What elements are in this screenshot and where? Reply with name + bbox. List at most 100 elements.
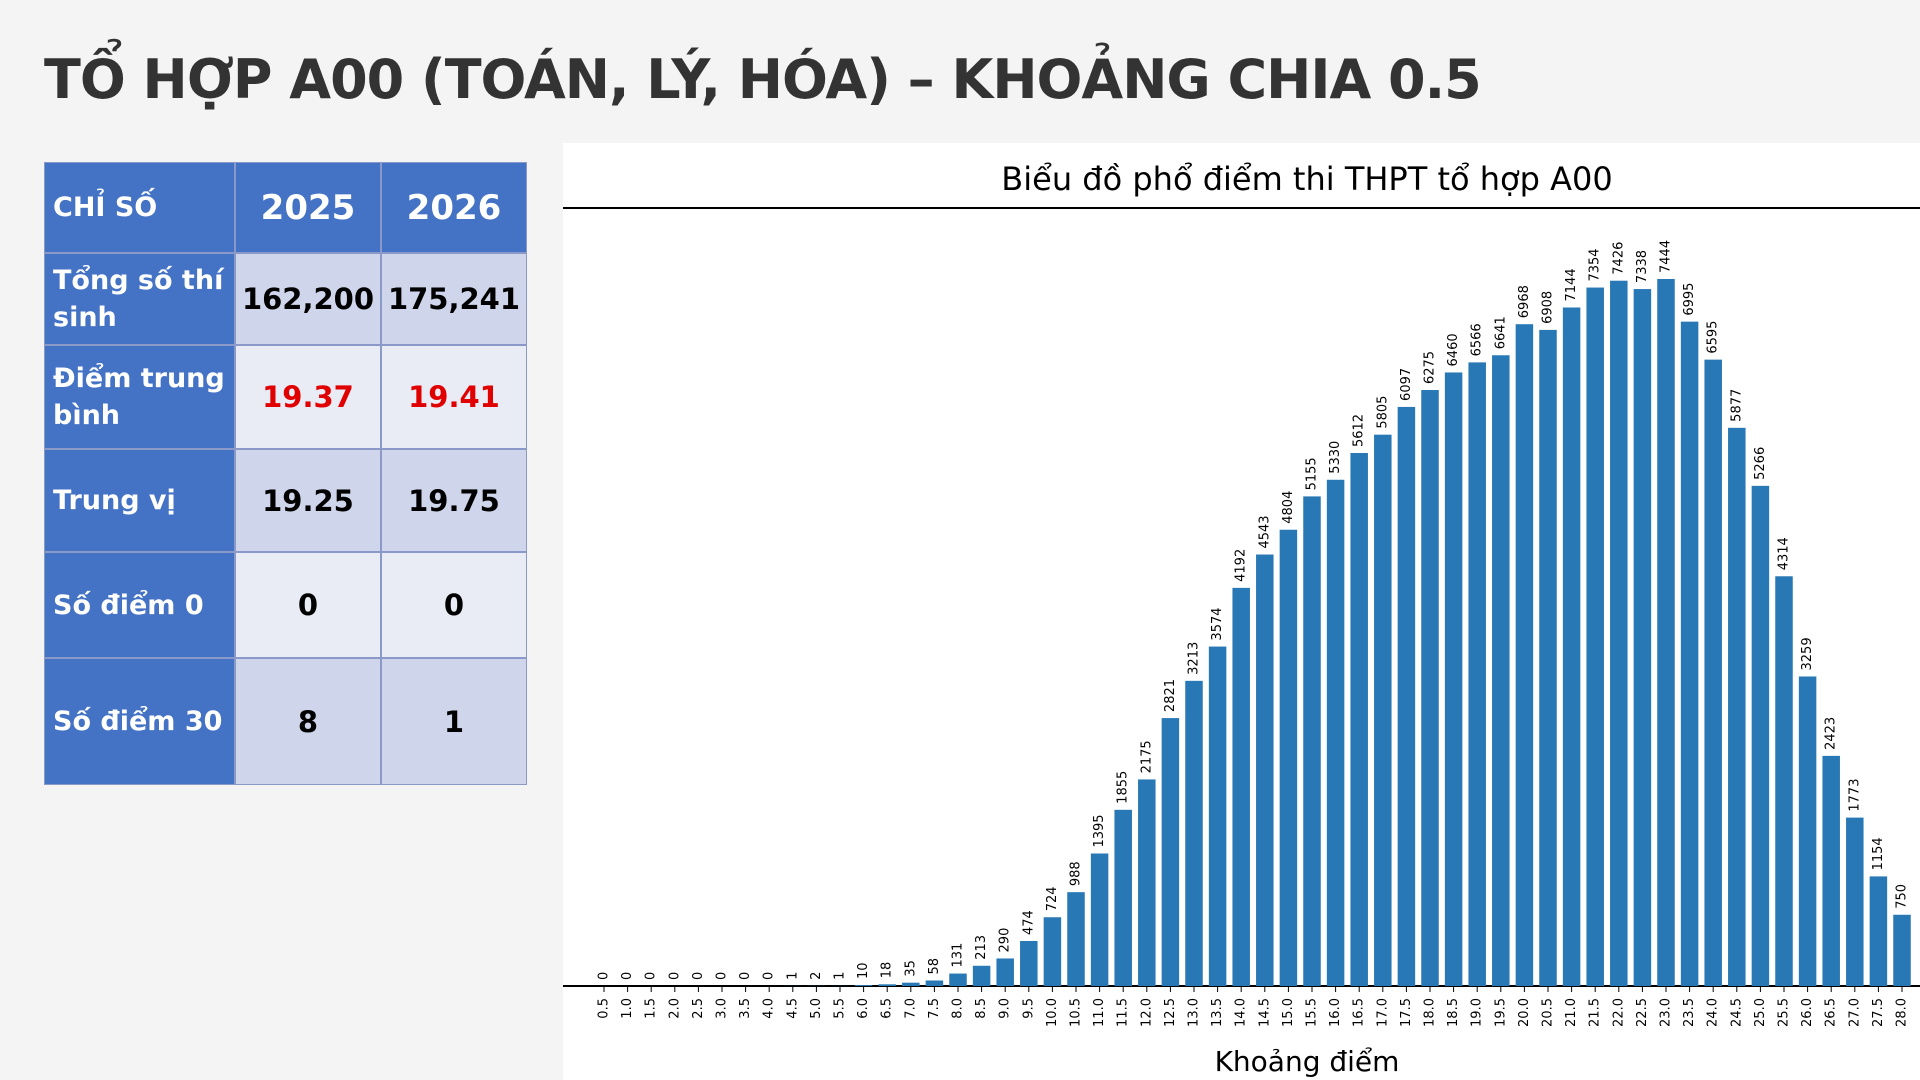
x-tick-label: 3.5 (738, 998, 753, 1019)
value-label: 7426 (1611, 242, 1626, 275)
table-cell: 1 (381, 658, 527, 785)
x-tick-label: 22.5 (1635, 998, 1650, 1027)
x-tick-label: 21.0 (1564, 998, 1579, 1027)
x-tick-label: 5.5 (833, 998, 848, 1019)
value-label: 3574 (1210, 607, 1225, 640)
bar (1798, 676, 1817, 986)
bar (1610, 280, 1628, 986)
x-tick-label: 2.0 (667, 998, 682, 1019)
x-tick-label: 12.5 (1163, 998, 1178, 1027)
value-label: 3213 (1187, 642, 1202, 675)
value-label: 131 (951, 943, 966, 968)
x-tick-label: 9.0 (998, 998, 1013, 1019)
value-label: 7338 (1635, 250, 1650, 283)
bar (1374, 434, 1392, 986)
value-label: 6460 (1446, 333, 1461, 366)
x-axis-label: Khoảng điểm (1215, 1045, 1400, 1078)
bar (1208, 646, 1227, 986)
value-label: 5266 (1753, 447, 1768, 480)
x-tick-label: 27.5 (1871, 998, 1886, 1027)
header-cell: CHỈ SỐ (44, 162, 235, 253)
value-label: 2 (809, 972, 824, 980)
x-tick-label: 10.0 (1045, 998, 1060, 1027)
header-cell: 2025 (235, 162, 381, 253)
x-tick-label: 7.0 (903, 998, 918, 1019)
bar (902, 982, 920, 986)
value-label: 35 (903, 960, 918, 977)
x-tick-label: 11.5 (1116, 998, 1131, 1027)
x-tick-label: 14.0 (1234, 998, 1249, 1027)
x-tick-label: 3.0 (715, 998, 730, 1019)
x-tick-label: 4.0 (762, 998, 777, 1019)
x-tick-label: 17.5 (1399, 998, 1414, 1027)
x-tick-label: 26.0 (1800, 998, 1815, 1027)
x-tick-label: 18.0 (1423, 998, 1438, 1027)
value-label: 6566 (1470, 323, 1485, 356)
value-label: 5330 (1328, 441, 1343, 474)
x-tick-label: 25.0 (1753, 998, 1768, 1027)
x-tick-label: 20.0 (1517, 998, 1532, 1027)
x-tick-label: 9.5 (1021, 998, 1036, 1019)
value-label: 750 (1895, 884, 1910, 909)
value-label: 3259 (1800, 637, 1815, 670)
value-label: 5877 (1729, 389, 1744, 422)
x-tick-label: 2.5 (691, 998, 706, 1019)
value-label: 4543 (1257, 515, 1272, 548)
bar (1657, 279, 1675, 986)
value-label: 58 (927, 958, 942, 975)
x-tick-label: 8.0 (951, 998, 966, 1019)
x-tick-label: 16.5 (1352, 998, 1367, 1027)
bar (1114, 809, 1132, 986)
bar (1822, 755, 1840, 986)
x-tick-label: 11.0 (1092, 998, 1107, 1027)
value-label: 0 (667, 972, 682, 980)
bar (1515, 324, 1534, 986)
value-label: 0 (620, 972, 635, 980)
bar (1492, 355, 1510, 986)
table-cell: 19.37 (235, 345, 381, 449)
bar (1704, 359, 1722, 986)
x-tick-label: 13.0 (1187, 998, 1202, 1027)
value-label: 474 (1021, 910, 1036, 935)
x-tick-label: 19.0 (1470, 998, 1485, 1027)
value-label: 6097 (1399, 368, 1414, 401)
value-label: 6641 (1493, 316, 1508, 349)
bar (878, 984, 896, 986)
slide-title: TỔ HỢP A00 (TOÁN, LÝ, HÓA) – KHOẢNG CHIA… (44, 48, 1482, 111)
bar (1421, 390, 1439, 986)
bar (1444, 372, 1463, 987)
x-tick-label: 22.0 (1611, 998, 1626, 1027)
x-tick-label: 23.0 (1659, 998, 1674, 1027)
table-cell: 0 (381, 552, 527, 658)
bar (1633, 289, 1652, 986)
bar (925, 980, 944, 986)
x-tick-label: 1.0 (620, 998, 635, 1019)
table-cell: 19.25 (235, 449, 381, 552)
table-cell: 19.75 (381, 449, 527, 552)
row-label: Điểm trung bình (44, 345, 235, 449)
bar (1728, 427, 1746, 986)
value-label: 988 (1069, 861, 1084, 886)
value-label: 2821 (1163, 679, 1178, 712)
bar (1067, 892, 1085, 986)
value-label: 0 (644, 972, 659, 980)
bar (1680, 321, 1699, 986)
value-label: 724 (1045, 886, 1060, 911)
value-label: 4804 (1281, 491, 1296, 524)
table-cell: 19.41 (381, 345, 527, 449)
x-tick-label: 15.0 (1281, 998, 1296, 1027)
value-label: 7444 (1659, 240, 1674, 273)
value-label: 6968 (1517, 285, 1532, 318)
bar (1090, 853, 1109, 986)
bar (972, 965, 991, 986)
value-label: 6275 (1423, 351, 1438, 384)
row-label: Tổng số thí sinh (44, 253, 235, 345)
value-label: 1154 (1871, 837, 1886, 870)
chart: Biểu đồ phổ điểm thi THPT tổ hợp A00 Kho… (563, 143, 1920, 1080)
value-label: 1 (785, 972, 800, 980)
x-tick-label: 18.5 (1446, 998, 1461, 1027)
bar (1397, 406, 1416, 986)
value-label: 0 (597, 972, 612, 980)
bar (1326, 479, 1345, 986)
